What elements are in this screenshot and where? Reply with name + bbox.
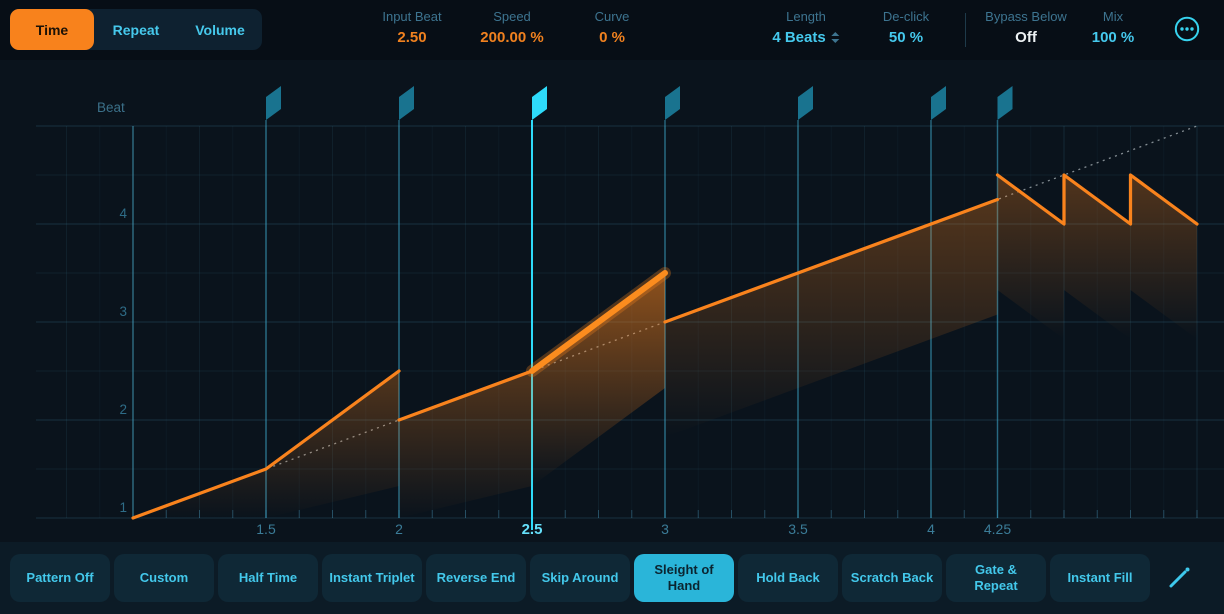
circled-ellipsis-icon: [1174, 16, 1200, 42]
more-options-button[interactable]: [1174, 16, 1200, 42]
segment-glow: [532, 273, 665, 486]
pattern-button-reverse-end[interactable]: Reverse End: [426, 554, 526, 602]
pattern-button-instant-triplet[interactable]: Instant Triplet: [322, 554, 422, 602]
header-bar: Time Repeat Volume Input Beat 2.50 Speed 200.…: [0, 0, 1224, 60]
param-label: Input Beat: [382, 9, 442, 24]
param-value[interactable]: 2.50: [382, 29, 441, 46]
time-segment-slice-5[interactable]: [995, 173, 1199, 226]
pattern-button-gate-repeat[interactable]: Gate & Repeat: [946, 554, 1046, 602]
y-tick-3: 3: [119, 304, 127, 319]
axis-labels: Beat 1 2 3 4 1.5 2 2.5 3 3.5 4 4.25: [97, 100, 1011, 538]
x-tick-2: 2: [395, 521, 403, 537]
pattern-button-skip-around[interactable]: Skip Around: [530, 554, 630, 602]
param-value-text: 0 %: [599, 29, 625, 46]
param-label: Mix: [1102, 9, 1124, 24]
param-value[interactable]: 4 Beats: [772, 29, 840, 46]
pattern-button-custom[interactable]: Custom: [114, 554, 214, 602]
slice-flag-2[interactable]: [399, 86, 414, 120]
segment-glow: [133, 371, 399, 518]
param-curve[interactable]: Curve 0 %: [595, 9, 630, 46]
pencil-icon: [1169, 567, 1190, 588]
value-stepper-icon[interactable]: [831, 32, 840, 43]
time-segment-slice-2[interactable]: [397, 369, 534, 422]
param-value[interactable]: 100 %: [1092, 29, 1135, 46]
param-value-text: Off: [1015, 29, 1037, 46]
param-value-text: 4 Beats: [772, 29, 826, 46]
param-de-click[interactable]: De-click 50 %: [883, 9, 929, 46]
segment-glow: [997, 175, 1197, 339]
pattern-button-hold-back[interactable]: Hold Back: [738, 554, 838, 602]
slice-flag-2.5-active[interactable]: [532, 86, 547, 120]
y-tick-2: 2: [119, 402, 127, 417]
param-value[interactable]: 50 %: [883, 29, 929, 46]
param-label: De-click: [882, 9, 930, 24]
tab-volume[interactable]: Volume: [195, 21, 245, 38]
slice-flag-4[interactable]: [931, 86, 946, 120]
param-value[interactable]: 0 %: [595, 29, 630, 46]
header-divider: [965, 13, 966, 47]
param-bypass-below[interactable]: Bypass Below Off: [985, 9, 1067, 46]
param-value[interactable]: Off: [985, 29, 1067, 46]
param-mix[interactable]: Mix 100 %: [1092, 9, 1135, 46]
param-value-text: 100 %: [1091, 29, 1135, 46]
pattern-button-scratch-back[interactable]: Scratch Back: [842, 554, 942, 602]
param-label: Speed: [493, 9, 531, 24]
param-value-text: 50 %: [888, 29, 924, 46]
time-segment-slice-3-selected[interactable]: [529, 270, 668, 374]
x-tick-3.5: 3.5: [788, 521, 808, 537]
param-value-text: 2.50: [397, 29, 427, 46]
param-value[interactable]: 200.00 %: [480, 29, 543, 46]
slice-flag-3.5[interactable]: [798, 86, 813, 120]
pattern-button-half-time[interactable]: Half Time: [218, 554, 318, 602]
y-tick-1: 1: [119, 500, 127, 515]
slice-flag-1.5[interactable]: [266, 86, 281, 120]
param-label: Bypass Below: [985, 9, 1067, 24]
param-value-text: 200.00 %: [480, 29, 544, 46]
param-label: Curve: [594, 9, 630, 24]
time-segment-slice-1[interactable]: [131, 369, 401, 520]
x-tick-2.5-active: 2.5: [522, 521, 543, 538]
slice-flag-3[interactable]: [665, 86, 680, 120]
view-tab-group: Time Repeat Volume: [10, 9, 262, 50]
slice-flag-4.25[interactable]: [997, 86, 1013, 120]
x-tick-1.5: 1.5: [256, 521, 276, 537]
tab-repeat[interactable]: Repeat: [112, 21, 160, 38]
time-pattern-graph: Beat 1 2 3 4 1.5 2 2.5 3 3.5 4 4.25: [0, 60, 1224, 542]
x-tick-4: 4: [927, 521, 935, 537]
slice-flags: [266, 86, 1013, 120]
pattern-button-instant-fill[interactable]: Instant Fill: [1050, 554, 1150, 602]
edit-pattern-button[interactable]: [1158, 558, 1198, 598]
x-tick-3: 3: [661, 521, 669, 537]
time-segment-slice-4[interactable]: [663, 197, 1000, 324]
param-label: Length: [786, 9, 826, 24]
pattern-preset-bar: Pattern Off Custom Half Time Instant Triple…: [0, 542, 1224, 614]
param-speed[interactable]: Speed 200.00 %: [480, 9, 543, 46]
segment-glow: [665, 199, 998, 437]
param-length[interactable]: Length 4 Beats: [772, 9, 840, 46]
y-tick-4: 4: [119, 206, 127, 221]
beat-axis-label: Beat: [97, 100, 125, 115]
pattern-button-pattern-off[interactable]: Pattern Off: [10, 554, 110, 602]
x-tick-4.25: 4.25: [984, 521, 1011, 537]
param-input-beat[interactable]: Input Beat 2.50: [382, 9, 441, 46]
tab-time[interactable]: Time: [10, 9, 94, 50]
pattern-button-sleight-of-hand[interactable]: Sleight of Hand: [634, 554, 734, 602]
